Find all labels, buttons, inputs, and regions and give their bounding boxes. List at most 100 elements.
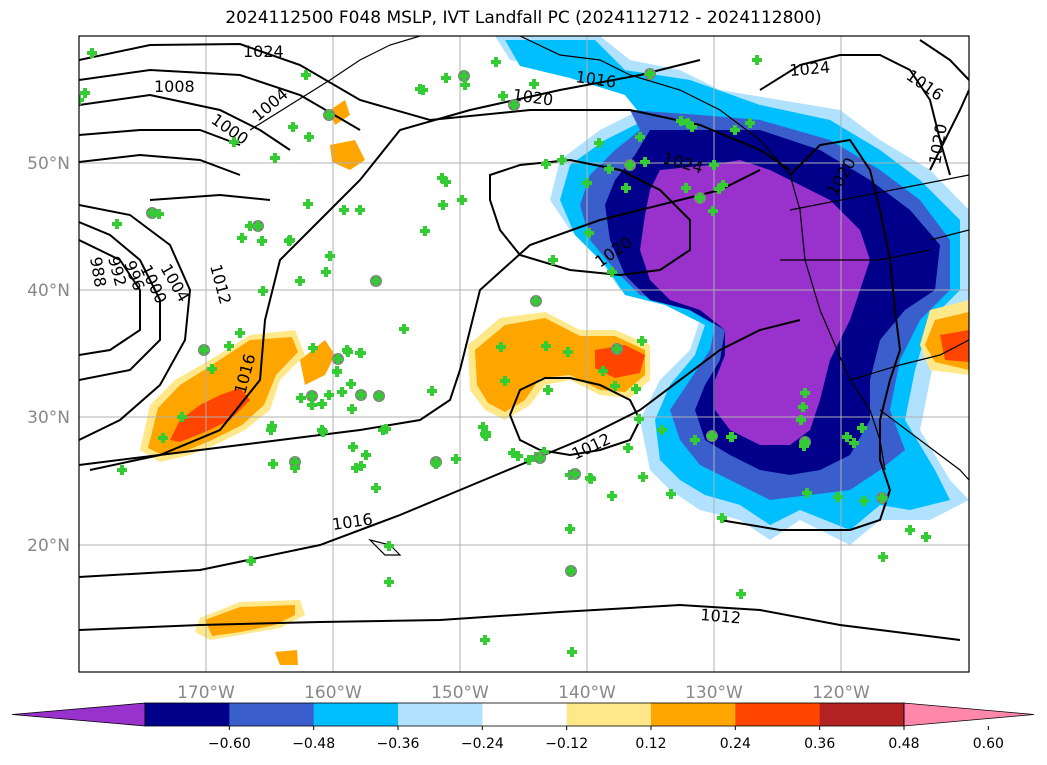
station-cross bbox=[637, 336, 647, 346]
station-cross bbox=[905, 525, 915, 535]
station-cross bbox=[548, 255, 558, 265]
station-cross bbox=[796, 415, 806, 425]
station-cross bbox=[676, 116, 686, 126]
isobar-label: 1020 bbox=[925, 122, 951, 165]
station-cross bbox=[318, 427, 328, 437]
station-cross bbox=[399, 324, 409, 334]
station-cross bbox=[565, 524, 575, 534]
station-cross bbox=[709, 160, 719, 170]
station-cross bbox=[268, 459, 278, 469]
station-cross bbox=[384, 541, 394, 551]
station-cross bbox=[541, 159, 551, 169]
station-cross bbox=[736, 589, 746, 599]
station-cross bbox=[290, 457, 300, 467]
station-cross bbox=[638, 472, 648, 482]
station-cross bbox=[356, 461, 366, 471]
station-cross bbox=[509, 100, 519, 110]
station-cross bbox=[460, 80, 470, 90]
colorbar-segment bbox=[398, 703, 483, 726]
colorbar-tick-label: −0.48 bbox=[292, 736, 335, 752]
station-cross bbox=[438, 200, 448, 210]
lon-label: 120°W bbox=[812, 683, 870, 703]
station-cross bbox=[541, 341, 551, 351]
station-cross bbox=[303, 199, 313, 209]
station-cross bbox=[539, 447, 549, 457]
station-cross bbox=[427, 386, 437, 396]
station-cross bbox=[857, 423, 867, 433]
station-cross bbox=[745, 118, 755, 128]
station-cross bbox=[246, 556, 256, 566]
station-cross bbox=[374, 391, 384, 401]
station-cross bbox=[687, 122, 697, 132]
station-cross bbox=[257, 236, 267, 246]
station-cross bbox=[802, 488, 812, 498]
lat-label: 50°N bbox=[27, 154, 70, 174]
station-cross bbox=[666, 489, 676, 499]
station-cross bbox=[420, 226, 430, 236]
station-cross bbox=[384, 577, 394, 587]
station-cross bbox=[267, 421, 277, 431]
station-cross bbox=[631, 384, 641, 394]
station-cross bbox=[535, 453, 545, 463]
station-cross bbox=[324, 110, 334, 120]
colorbar-segment bbox=[229, 703, 315, 726]
station-cross bbox=[304, 132, 314, 142]
station-cross bbox=[566, 566, 576, 576]
station-cross bbox=[346, 379, 356, 389]
station-cross bbox=[199, 345, 209, 355]
station-cross bbox=[177, 412, 187, 422]
station-cross bbox=[594, 138, 604, 148]
station-cross bbox=[586, 474, 596, 484]
station-cross bbox=[635, 132, 645, 142]
station-cross bbox=[324, 390, 334, 400]
station-cross bbox=[356, 390, 366, 400]
station-cross bbox=[921, 532, 931, 542]
station-cross bbox=[245, 221, 255, 231]
station-cross bbox=[112, 219, 122, 229]
colorbar-tick-label: −0.12 bbox=[545, 736, 588, 752]
station-cross bbox=[730, 125, 740, 135]
station-cross bbox=[237, 233, 247, 243]
station-cross bbox=[441, 73, 451, 83]
station-cross bbox=[224, 341, 234, 351]
station-cross bbox=[621, 183, 631, 193]
station-cross bbox=[381, 424, 391, 434]
station-cross bbox=[87, 48, 97, 58]
station-cross bbox=[301, 70, 311, 80]
station-cross bbox=[707, 431, 717, 441]
lon-label: 130°W bbox=[685, 683, 743, 703]
station-cross bbox=[337, 387, 347, 397]
station-cross bbox=[640, 157, 650, 167]
station-cross bbox=[717, 513, 727, 523]
station-cross bbox=[321, 267, 331, 277]
colorbar-tick-label: 0.36 bbox=[804, 736, 835, 752]
map-plot-area: 1024 1008 1000 1004 1016 1020 1024 1024 … bbox=[79, 36, 969, 672]
colorbar-segment bbox=[651, 703, 736, 726]
station-cross bbox=[229, 137, 239, 147]
station-cross bbox=[343, 347, 353, 357]
lon-label: 170°W bbox=[177, 683, 235, 703]
station-cross bbox=[290, 463, 300, 473]
colorbar-tick-label: −0.36 bbox=[377, 736, 420, 752]
station-cross bbox=[752, 55, 762, 65]
station-cross bbox=[584, 228, 594, 238]
station-cross bbox=[284, 236, 294, 246]
station-cross bbox=[154, 209, 164, 219]
station-cross bbox=[295, 276, 305, 286]
colorbar-segment bbox=[819, 703, 905, 726]
ivt-positive-shading bbox=[140, 100, 969, 665]
station-cross bbox=[451, 454, 461, 464]
colorbar-tick-label: 0.12 bbox=[635, 736, 666, 752]
station-cross bbox=[253, 221, 263, 231]
isobar-label: 1024 bbox=[243, 42, 284, 61]
station-cross bbox=[625, 160, 635, 170]
station-cross bbox=[695, 193, 705, 203]
station-cross bbox=[307, 400, 317, 410]
station-cross bbox=[718, 180, 728, 190]
station-cross bbox=[307, 391, 317, 401]
latitude-labels: 50°N 40°N 30°N 20°N bbox=[27, 154, 70, 556]
station-cross bbox=[683, 118, 693, 128]
station-cross bbox=[726, 432, 736, 442]
colorbar-tick-label: −0.60 bbox=[208, 736, 251, 752]
station-cross bbox=[480, 635, 490, 645]
